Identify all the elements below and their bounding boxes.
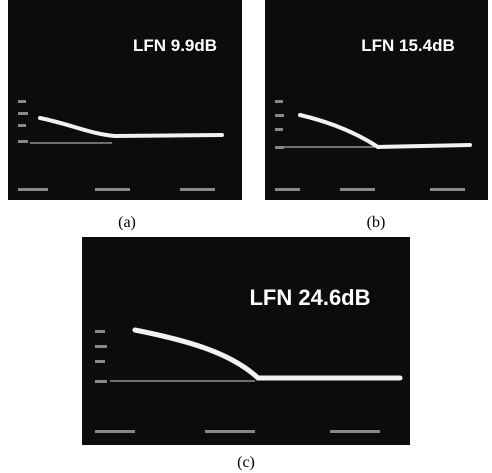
panel-caption: (a): [118, 214, 136, 231]
panel: LFN 9.9dB: [8, 0, 242, 200]
axis-marks: [18, 100, 215, 191]
spectrum-curve: [132, 327, 403, 381]
screen: [8, 0, 242, 200]
panel-label: LFN 15.4dB: [361, 36, 455, 55]
panel: LFN 15.4dB: [265, 0, 488, 200]
panel-label: LFN 9.9dB: [133, 36, 217, 55]
screen: [265, 0, 488, 200]
panel-caption: (b): [367, 214, 386, 231]
panel-label: LFN 24.6dB: [249, 285, 370, 310]
spectrum-curve: [298, 113, 472, 150]
axis-marks: [95, 330, 380, 433]
panel-caption: (c): [237, 454, 255, 471]
panel: LFN 24.6dB: [82, 237, 410, 445]
spectrum-curve: [38, 116, 224, 139]
axis-marks: [275, 100, 465, 191]
screen: [82, 237, 410, 445]
